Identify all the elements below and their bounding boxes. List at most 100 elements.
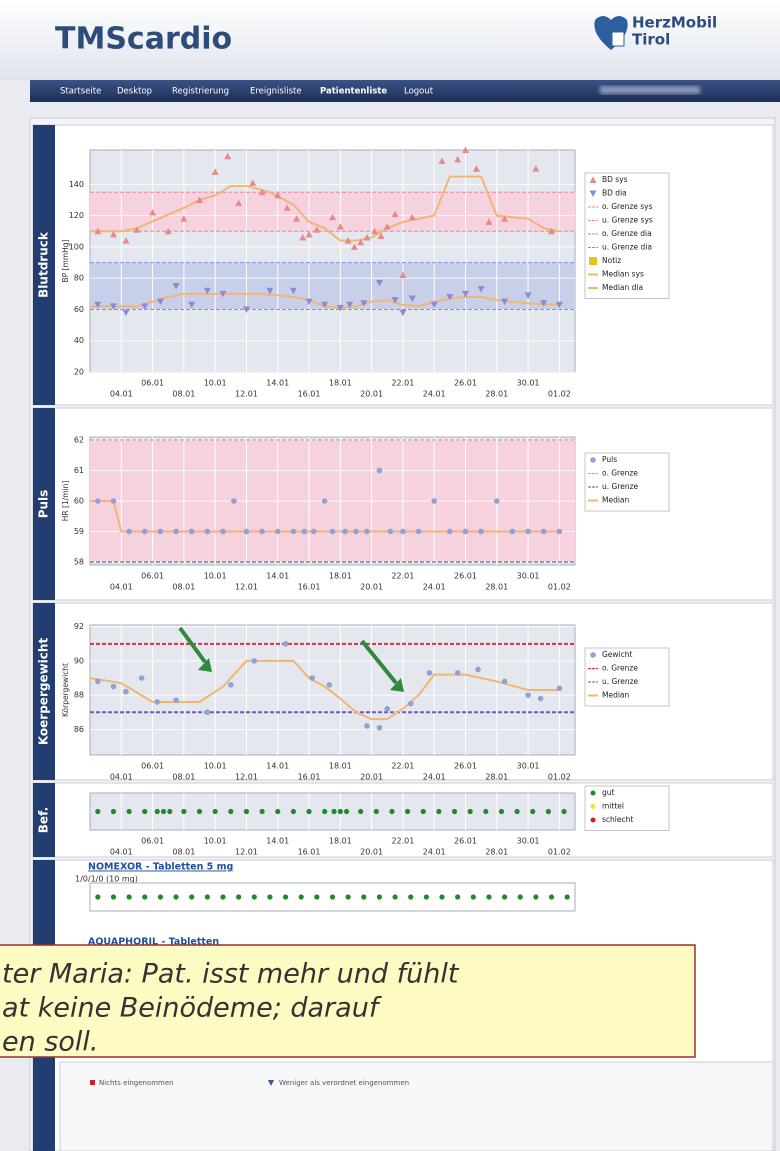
marker bbox=[540, 300, 548, 307]
nav-item[interactable]: Desktop bbox=[117, 87, 152, 97]
x-tick-label: 18.01 bbox=[329, 572, 352, 581]
legend-label: Notiz bbox=[602, 256, 621, 265]
intake-dot bbox=[329, 894, 336, 900]
legend-label: schlecht bbox=[602, 815, 633, 824]
marker bbox=[400, 528, 406, 535]
x-tick-label: 26.01 bbox=[454, 837, 477, 846]
x-tick-label: 08.01 bbox=[172, 773, 195, 782]
intake-dot bbox=[345, 894, 351, 900]
marker bbox=[472, 165, 480, 172]
x-tick-label: 30.01 bbox=[517, 762, 540, 771]
logo-title: TMScardio bbox=[55, 22, 232, 57]
marker bbox=[376, 724, 383, 731]
legend-label: BD dia bbox=[602, 189, 627, 198]
marker bbox=[336, 223, 344, 230]
x-tick-label: 22.01 bbox=[391, 379, 414, 388]
marker bbox=[188, 528, 195, 535]
intake-dot bbox=[517, 894, 523, 900]
legend-label: Gewicht bbox=[602, 650, 633, 659]
status-dot bbox=[306, 808, 312, 815]
note-line: ter Maria: Pat. isst mehr und fühlt bbox=[2, 959, 460, 990]
x-tick-label: 14.01 bbox=[266, 762, 289, 771]
x-tick-label: 26.01 bbox=[454, 762, 477, 771]
intake-dot bbox=[157, 894, 164, 900]
marker bbox=[501, 215, 509, 222]
marker bbox=[164, 227, 172, 235]
nav-item[interactable]: Registrierung bbox=[172, 87, 229, 97]
marker bbox=[95, 498, 101, 504]
marker bbox=[122, 237, 130, 244]
y-tick-label: 140 bbox=[69, 180, 84, 189]
x-tick-label: 01.02 bbox=[548, 390, 571, 399]
panel-title: Koerpergewicht bbox=[37, 638, 51, 746]
marker bbox=[384, 706, 391, 712]
limit-band bbox=[90, 262, 575, 310]
intake-dot bbox=[455, 894, 461, 900]
marker bbox=[438, 157, 446, 164]
marker bbox=[364, 528, 370, 535]
legend-symbol bbox=[590, 804, 596, 809]
status-dot bbox=[95, 808, 101, 815]
intake-dot bbox=[142, 894, 148, 900]
y-tick-label: 86 bbox=[74, 725, 84, 734]
panel-title: Puls bbox=[37, 490, 51, 519]
marker bbox=[211, 168, 219, 175]
y-axis-label: HR [1/min] bbox=[61, 481, 70, 522]
marker bbox=[321, 301, 329, 309]
note-line: at keine Beinödeme; darauf bbox=[2, 993, 382, 1024]
marker bbox=[173, 697, 179, 704]
legend bbox=[584, 172, 670, 299]
marker bbox=[454, 670, 461, 676]
marker bbox=[408, 295, 416, 303]
x-tick-label: 01.02 bbox=[548, 848, 571, 857]
status-dot bbox=[275, 808, 281, 815]
marker bbox=[431, 498, 437, 504]
marker bbox=[360, 300, 368, 307]
status-dot bbox=[498, 808, 505, 815]
marker bbox=[590, 652, 596, 658]
marker bbox=[243, 528, 250, 535]
x-tick-label: 24.01 bbox=[423, 583, 446, 592]
legend bbox=[584, 785, 670, 831]
x-tick-label: 20.01 bbox=[360, 583, 383, 592]
x-tick-label: 28.01 bbox=[485, 848, 508, 857]
intake-dot bbox=[110, 894, 117, 900]
marker bbox=[154, 699, 161, 705]
marker bbox=[336, 304, 344, 312]
marker bbox=[556, 528, 563, 535]
nav-item[interactable]: Startseite bbox=[60, 87, 101, 97]
nav-item[interactable]: Logout bbox=[404, 87, 434, 97]
x-tick-label: 24.01 bbox=[423, 390, 446, 399]
status-dot bbox=[228, 808, 234, 815]
legend-label: u. Grenze bbox=[602, 677, 639, 686]
marker bbox=[548, 227, 556, 235]
x-tick-label: 10.01 bbox=[204, 762, 227, 771]
y-tick-label: 61 bbox=[74, 466, 84, 475]
x-tick-label: 10.01 bbox=[204, 837, 227, 846]
nav-item[interactable]: Patientenliste bbox=[320, 87, 387, 97]
x-tick-label: 04.01 bbox=[110, 773, 133, 782]
legend-label: Median sys bbox=[602, 270, 644, 279]
marker bbox=[532, 165, 540, 172]
x-tick-label: 14.01 bbox=[266, 837, 289, 846]
marker bbox=[203, 287, 211, 295]
x-tick-label: 24.01 bbox=[423, 848, 446, 857]
marker bbox=[188, 301, 196, 309]
nav-item[interactable]: Ereignisliste bbox=[250, 87, 302, 97]
marker bbox=[157, 528, 164, 535]
y-axis-label: Körpergewicht bbox=[61, 663, 70, 717]
intake-dot bbox=[548, 894, 555, 900]
legend-label: o. Grenze dia bbox=[602, 229, 652, 238]
marker bbox=[249, 179, 257, 186]
marker bbox=[321, 498, 328, 504]
x-tick-label: 04.01 bbox=[110, 583, 133, 592]
legend-symbol bbox=[268, 1080, 274, 1086]
legend-label: u. Grenze bbox=[602, 482, 639, 491]
x-tick-label: 12.01 bbox=[235, 848, 258, 857]
medication-name[interactable]: AQUAPHORIL - Tabletten bbox=[88, 937, 219, 948]
x-tick-label: 10.01 bbox=[204, 572, 227, 581]
legend-label: o. Grenze bbox=[602, 469, 638, 478]
medication-name[interactable]: NOMEXOR - Tabletten 5 mg bbox=[88, 862, 233, 873]
x-tick-label: 24.01 bbox=[423, 773, 446, 782]
status-dot bbox=[389, 808, 395, 815]
